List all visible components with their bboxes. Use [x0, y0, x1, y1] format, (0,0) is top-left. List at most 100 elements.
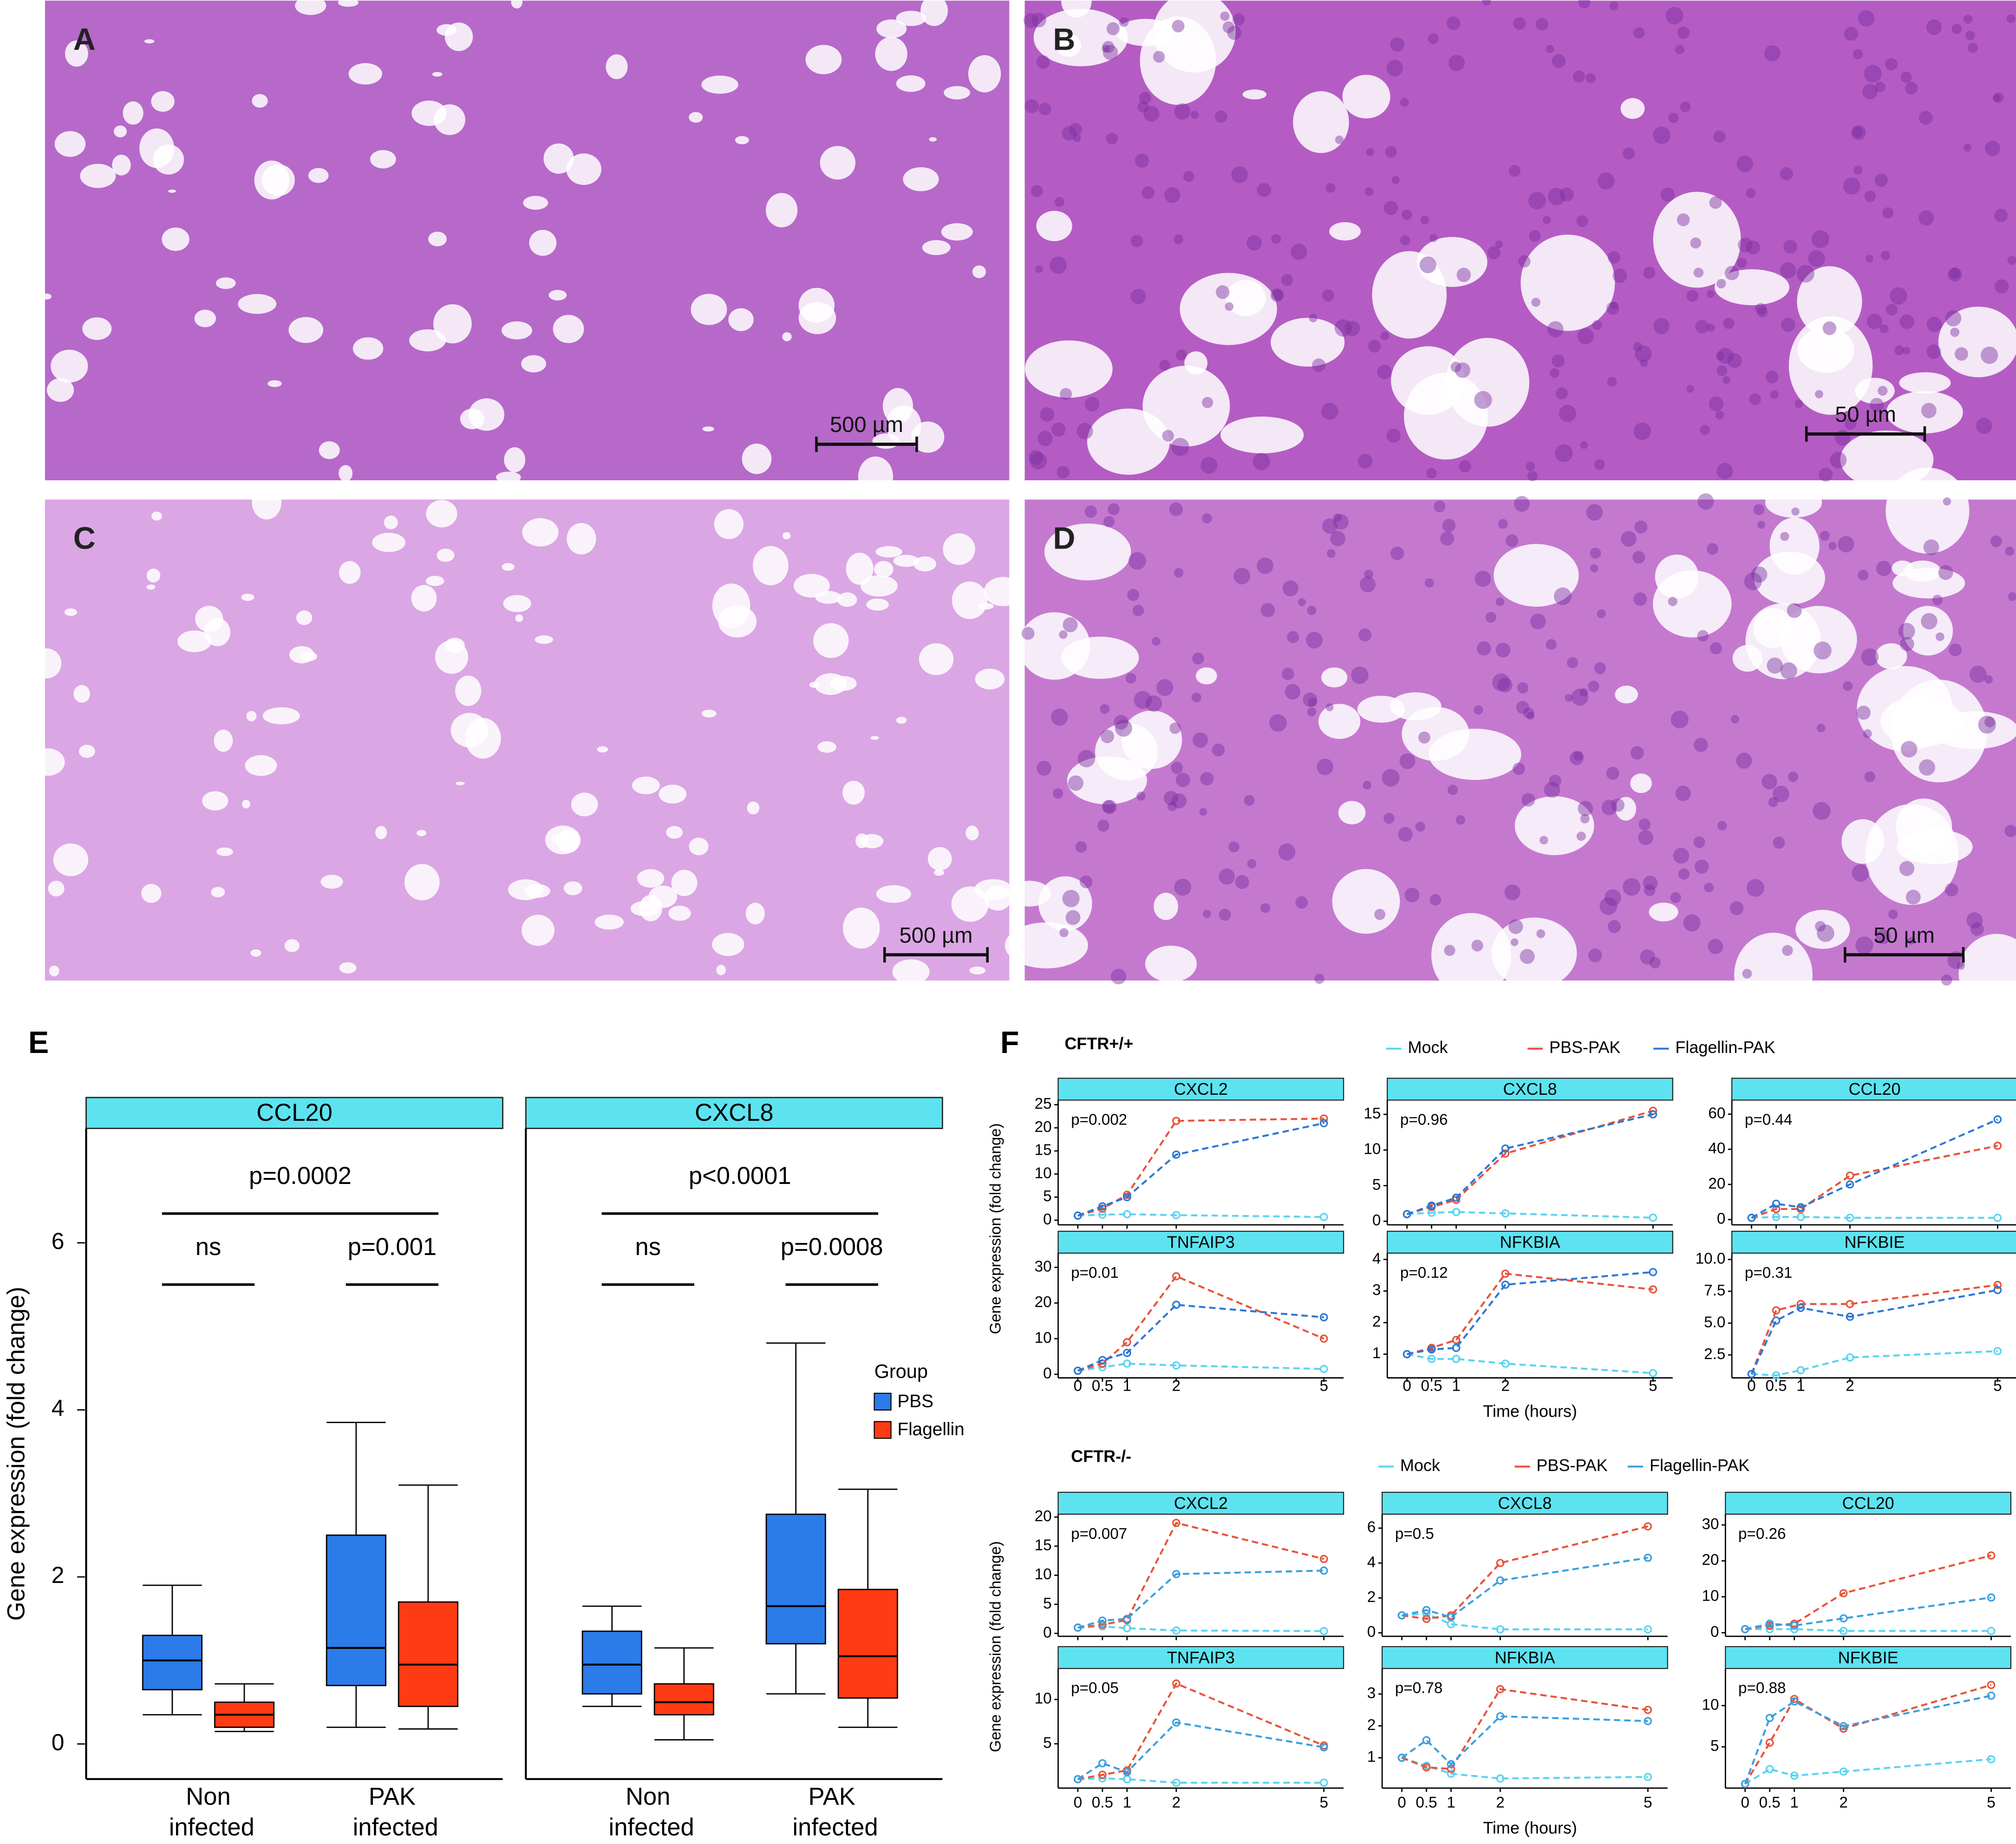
cell-nucleus [1590, 548, 1601, 559]
tissue-space [837, 592, 857, 607]
tissue-space [718, 605, 757, 638]
cell-nucleus [1171, 438, 1189, 456]
tissue-space [339, 561, 361, 584]
x-tick-label: 0 [1397, 1794, 1406, 1811]
cell-nucleus [1399, 753, 1416, 769]
cell-nucleus [1516, 701, 1529, 714]
y-tick-label: 10.0 [1696, 1250, 1726, 1267]
p-value: p=0.5 [1395, 1525, 1434, 1543]
cell-nucleus [1770, 390, 1779, 399]
data-point [1172, 1518, 1181, 1527]
facet-title: TNFAIP3 [1167, 1233, 1235, 1252]
tissue-space [553, 314, 584, 343]
cell-nucleus [1115, 719, 1132, 737]
cell-nucleus [1572, 70, 1585, 83]
data-point [1839, 1722, 1848, 1731]
y-tick-label: 2 [1367, 1589, 1376, 1606]
facet-strip [1725, 1491, 2012, 1515]
p-value: p=0.05 [1071, 1680, 1119, 1697]
cell-nucleus [1257, 557, 1273, 574]
cell-nucleus [1736, 155, 1753, 172]
cell-nucleus [1419, 256, 1436, 274]
cell-nucleus [1853, 49, 1863, 59]
series-line [1407, 1271, 1653, 1355]
cell-nucleus [2004, 824, 2016, 837]
tissue-space [666, 826, 683, 839]
panel-label: C [73, 522, 96, 556]
cell-nucleus [1610, 301, 1618, 310]
cell-nucleus [1314, 974, 1324, 984]
x-tick-label: 2 [1496, 1794, 1504, 1811]
data-point [1993, 1141, 2002, 1150]
y-tick-label: 4 [1367, 1554, 1376, 1571]
tissue-space [195, 606, 223, 632]
box [837, 1589, 898, 1699]
cell-nucleus [1051, 422, 1066, 437]
cell-nucleus [1894, 345, 1905, 355]
cell-nucleus [1994, 279, 2009, 294]
significance-label: ns [196, 1233, 222, 1261]
tissue-space [842, 780, 865, 805]
data-point [1649, 1110, 1657, 1118]
cell-nucleus [1281, 274, 1293, 286]
tissue-space [348, 63, 382, 85]
tissue-space [875, 546, 902, 558]
tissue-space [798, 288, 835, 323]
cell-nucleus [1455, 362, 1471, 378]
tissue-space [511, 0, 523, 9]
cell-nucleus [1084, 505, 1097, 518]
data-point [1649, 1369, 1657, 1378]
tissue-space [943, 533, 975, 565]
cell-nucleus [1660, 187, 1675, 202]
legend-label: PBS [897, 1391, 933, 1411]
data-point [1772, 1316, 1781, 1325]
cell-nucleus [1038, 103, 1051, 116]
cell-nucleus [1527, 471, 1538, 481]
data-point [1765, 1739, 1774, 1747]
cell-nucleus [1715, 411, 1724, 420]
cell-nucleus [1062, 889, 1080, 908]
tissue-space [267, 380, 282, 387]
tissue-space [433, 304, 472, 344]
x-tick-label: 2 [1501, 1378, 1509, 1395]
y-tick-label: 3 [1367, 1685, 1376, 1702]
tissue-space [1321, 667, 1348, 688]
cell-nucleus [1244, 795, 1255, 806]
cell-nucleus [1888, 909, 1898, 919]
cell-nucleus [1260, 903, 1271, 913]
tissue-space [966, 825, 979, 841]
tissue-space [1630, 773, 1652, 793]
tissue-space [146, 569, 161, 582]
cell-nucleus [1751, 566, 1768, 583]
series-line [1407, 1353, 1653, 1374]
cell-nucleus [1586, 504, 1603, 521]
tissue-space [830, 676, 857, 691]
cell-nucleus [1106, 22, 1120, 35]
cell-nucleus [1781, 317, 1795, 332]
facet-strip [1731, 1078, 2016, 1101]
data-point [1649, 1268, 1657, 1276]
cell-nucleus [1357, 454, 1373, 469]
data-point [1772, 1205, 1781, 1213]
series-line [1745, 1554, 1992, 1630]
tissue-space [214, 729, 233, 752]
cell-nucleus [1278, 844, 1296, 861]
cell-nucleus [1097, 819, 1109, 832]
cell-nucleus [1621, 531, 1637, 547]
tissue-space [521, 355, 547, 373]
cell-nucleus [1219, 868, 1235, 885]
tissue-space [82, 317, 112, 340]
x-tick-label: 1 [1447, 1794, 1455, 1811]
tissue-space [432, 72, 443, 77]
series-line [1402, 1556, 1648, 1618]
tissue-space [659, 785, 687, 804]
cell-nucleus [1068, 775, 1083, 791]
x-tick-label: 0.5 [1092, 1794, 1113, 1811]
cell-nucleus [1330, 530, 1346, 546]
tissue-space [245, 755, 277, 776]
cell-nucleus [1102, 44, 1110, 52]
cell-nucleus [1717, 347, 1734, 364]
series-line [1077, 1682, 1324, 1780]
y-tick-label: 60 [1708, 1105, 1725, 1122]
tissue-space [1745, 603, 1821, 680]
